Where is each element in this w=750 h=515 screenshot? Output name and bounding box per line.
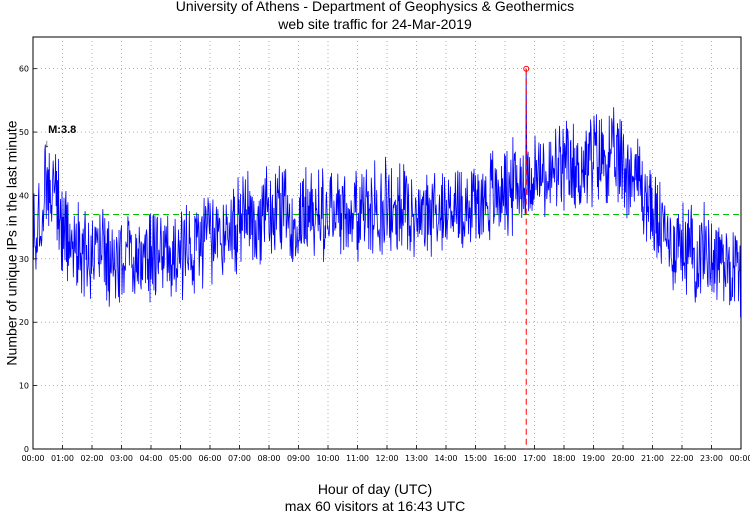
x-tick-label: 01:00 [51,454,74,463]
x-tick-label: 12:00 [375,454,398,463]
y-tick-label: 0 [24,445,29,454]
x-tick-label: 18:00 [552,454,575,463]
x-tick-label: 06:00 [198,454,221,463]
x-tick-label: 19:00 [582,454,605,463]
x-tick-label: 16:00 [493,454,516,463]
x-tick-label: 20:00 [611,454,634,463]
axis-ticks: 00:00 01:00 02:00 03:00 04:00 05:00 06:00 07:00… [19,65,750,463]
x-tick-label: 15:00 [464,454,487,463]
x-tick-label: 00:00 [21,454,44,463]
x-axis-label: Hour of day (UTC) [317,481,433,497]
x-tick-label: 05:00 [169,454,192,463]
x-tick-label: 23:00 [700,454,723,463]
x-tick-label: 22:00 [670,454,693,463]
x-tick-label: 08:00 [257,454,280,463]
y-tick-label: 30 [19,255,29,264]
y-tick-label: 60 [19,65,29,74]
x-tick-label: 11:00 [346,454,369,463]
x-tick-label: 04:00 [139,454,162,463]
x-tick-label: 07:00 [228,454,251,463]
chart-title: University of Athens - Department of Geo… [175,0,575,14]
x-tick-label: 13:00 [405,454,428,463]
peak-annotation: M:3.8 [48,124,76,136]
chart-subtitle: web site traffic for 24-Mar-2019 [278,16,472,32]
y-tick-label: 50 [19,128,29,137]
x-tick-label: 09:00 [287,454,310,463]
x-tick-label: 17:00 [523,454,546,463]
series-line [32,68,741,318]
x-tick-label: 10:00 [316,454,339,463]
x-tick-label: 21:00 [641,454,664,463]
x-tick-label: 02:00 [80,454,103,463]
y-tick-label: 40 [19,191,29,200]
grid [33,37,741,449]
annotation-arrow-icon: ↓ [44,138,50,150]
footer-max-note: max 60 visitors at 16:43 UTC [284,498,466,514]
y-tick-label: 20 [19,318,29,327]
max-marker [523,65,530,72]
x-tick-label: 00:00 [729,454,750,463]
x-tick-label: 03:00 [110,454,133,463]
y-tick-label: 10 [19,382,29,391]
y-axis-label: Number of unique IPs in the last minute [3,120,20,366]
x-tick-label: 14:00 [434,454,457,463]
